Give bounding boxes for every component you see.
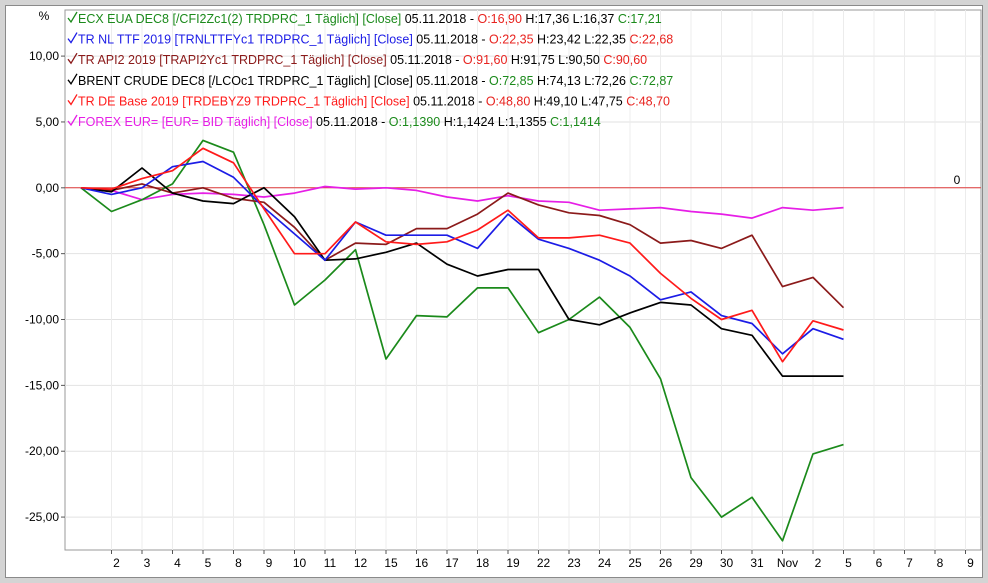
legend-text-part: H:17,36 L:16,37 (522, 12, 618, 26)
x-tick-label: 30 (720, 556, 734, 570)
legend-text-part: TR API2 2019 [TRAPI2Yc1 TRDPRC_1 Täglich… (78, 53, 387, 67)
legend-text-part: H:23,42 L:22,35 (534, 33, 630, 47)
x-tick-label: 4 (174, 556, 181, 570)
legend-text-part: H:49,10 L:47,75 (530, 94, 626, 108)
x-tick-label: 3 (144, 556, 151, 570)
series-line-4 (80, 147, 844, 363)
x-tick-label: 16 (415, 556, 429, 570)
legend-line-icon (67, 52, 78, 65)
legend-entry: ECX EUA DEC8 [/CFI2Zc1(2) TRDPRC_1 Tägli… (78, 12, 662, 26)
legend-text-part: 05.11.2018 - (387, 53, 463, 67)
y-tick-label: 0,00 (36, 181, 60, 195)
x-tick-label: 5 (205, 556, 212, 570)
y-tick-label: -15,00 (25, 378, 59, 392)
legend-text-part: C:17,21 (618, 12, 662, 26)
x-tick-label: 7 (906, 556, 913, 570)
y-tick-label: 10,00 (29, 49, 59, 63)
legend-entry: FOREX EUR= [EUR= BID Täglich] [Close] 05… (78, 115, 601, 129)
legend-text-part: O:91,60 (463, 53, 508, 67)
x-tick-label: 9 (266, 556, 273, 570)
legend-text-part: H:91,75 L:90,50 (507, 53, 603, 67)
legend-text-part: C:1,1414 (550, 115, 601, 129)
legend-text-part: O:48,80 (486, 94, 531, 108)
x-tick-label: 12 (354, 556, 368, 570)
legend-line-icon (67, 32, 78, 44)
x-tick-label: 29 (689, 556, 703, 570)
x-tick-label: 11 (324, 556, 337, 570)
y-tick-label: -5,00 (32, 247, 60, 261)
legend-text-part: 05.11.2018 - (413, 33, 489, 47)
zero-line-label: 0 (954, 173, 961, 187)
legend-line-icon (67, 114, 78, 127)
legend-text-part: H:74,13 L:72,26 (534, 74, 630, 88)
legend-text-part: BRENT CRUDE DEC8 [/LCOc1 TRDPRC_1 Täglic… (78, 74, 413, 88)
x-tick-label: 19 (506, 556, 520, 570)
legend-entry: TR API2 2019 [TRAPI2Yc1 TRDPRC_1 Täglich… (78, 53, 647, 67)
x-tick-label: 23 (567, 556, 581, 570)
series-line-2 (80, 183, 845, 309)
y-tick-label: -20,00 (25, 444, 59, 458)
x-tick-label: 26 (659, 556, 673, 570)
x-tick-label: 8 (235, 556, 242, 570)
legend-text-part: TR NL TTF 2019 [TRNLTTFYc1 TRDPRC_1 Tägl… (78, 33, 413, 47)
legend-text-part: O:16,90 (477, 12, 522, 26)
x-tick-label: 2 (815, 556, 822, 570)
legend-line-icon (67, 73, 78, 85)
x-tick-label: 25 (628, 556, 642, 570)
x-tick-label: 31 (750, 556, 764, 570)
legend-text-part: 05.11.2018 - (401, 12, 477, 26)
legend-entry: BRENT CRUDE DEC8 [/LCOc1 TRDPRC_1 Täglic… (78, 74, 673, 88)
legend-text-part: O:22,35 (489, 33, 534, 47)
legend-entry: TR NL TTF 2019 [TRNLTTFYc1 TRDPRC_1 Tägl… (78, 33, 673, 47)
x-tick-label: 10 (293, 556, 307, 570)
y-axis-unit-label: % (39, 9, 50, 23)
legend-text-part: H:1,1424 L:1,1355 (440, 115, 550, 129)
legend-text-part: C:90,60 (603, 53, 647, 67)
x-tick-label: 6 (876, 556, 883, 570)
line-chart: 0 % 10,00 5,00 0,00 -5,00 -10,00 -15,00 -20,00… (25, 9, 982, 570)
gridlines (64, 9, 982, 551)
legend-text-part: C:72,87 (629, 74, 673, 88)
axes: % 10,00 5,00 0,00 -5,00 -10,00 -15,00 -20,00 -2… (25, 9, 974, 570)
legend-text-part: O:1,1390 (389, 115, 440, 129)
y-tick-label: -10,00 (25, 313, 59, 327)
legend-line-icon (67, 94, 78, 106)
series-line-0 (80, 139, 844, 542)
zero-reference-line: 0 (65, 173, 981, 189)
series-line-3 (80, 167, 844, 377)
x-tick-label: 17 (445, 556, 459, 570)
series-lines (80, 139, 845, 542)
x-tick-label: 15 (384, 556, 398, 570)
chart-frame: 0 % 10,00 5,00 0,00 -5,00 -10,00 -15,00 -20,00… (5, 5, 983, 578)
y-tick-label: 5,00 (36, 115, 60, 129)
legend-text-part: C:22,68 (629, 33, 673, 47)
legend-text-part: 05.11.2018 - (413, 74, 489, 88)
y-tick-label: -25,00 (25, 510, 59, 524)
legend-text-part: ECX EUA DEC8 [/CFI2Zc1(2) TRDPRC_1 Tägli… (78, 12, 401, 26)
x-tick-label: 22 (537, 556, 551, 570)
legend-text-part: 05.11.2018 - (313, 115, 389, 129)
plot-area-border (64, 9, 982, 551)
x-tick-label: 9 (967, 556, 974, 570)
x-tick-label: 24 (598, 556, 612, 570)
legend-text-part: TR DE Base 2019 [TRDEBYZ9 TRDPRC_1 Tägli… (78, 94, 410, 108)
x-tick-label: 18 (476, 556, 490, 570)
x-tick-label: Nov (777, 556, 798, 570)
x-tick-label: 5 (845, 556, 852, 570)
legend-text-part: 05.11.2018 - (410, 94, 486, 108)
legend-text-part: O:72,85 (489, 74, 534, 88)
legend-entry: TR DE Base 2019 [TRDEBYZ9 TRDPRC_1 Tägli… (78, 94, 670, 108)
legend-text-part: C:48,70 (626, 94, 670, 108)
series-line-5 (80, 185, 844, 219)
x-tick-label: 2 (113, 556, 120, 570)
x-tick-label: 8 (937, 556, 944, 570)
legend-line-icon (67, 11, 78, 24)
legend: ECX EUA DEC8 [/CFI2Zc1(2) TRDPRC_1 Tägli… (67, 11, 673, 129)
legend-text-part: FOREX EUR= [EUR= BID Täglich] [Close] (78, 115, 313, 129)
series-line-1 (80, 160, 844, 355)
